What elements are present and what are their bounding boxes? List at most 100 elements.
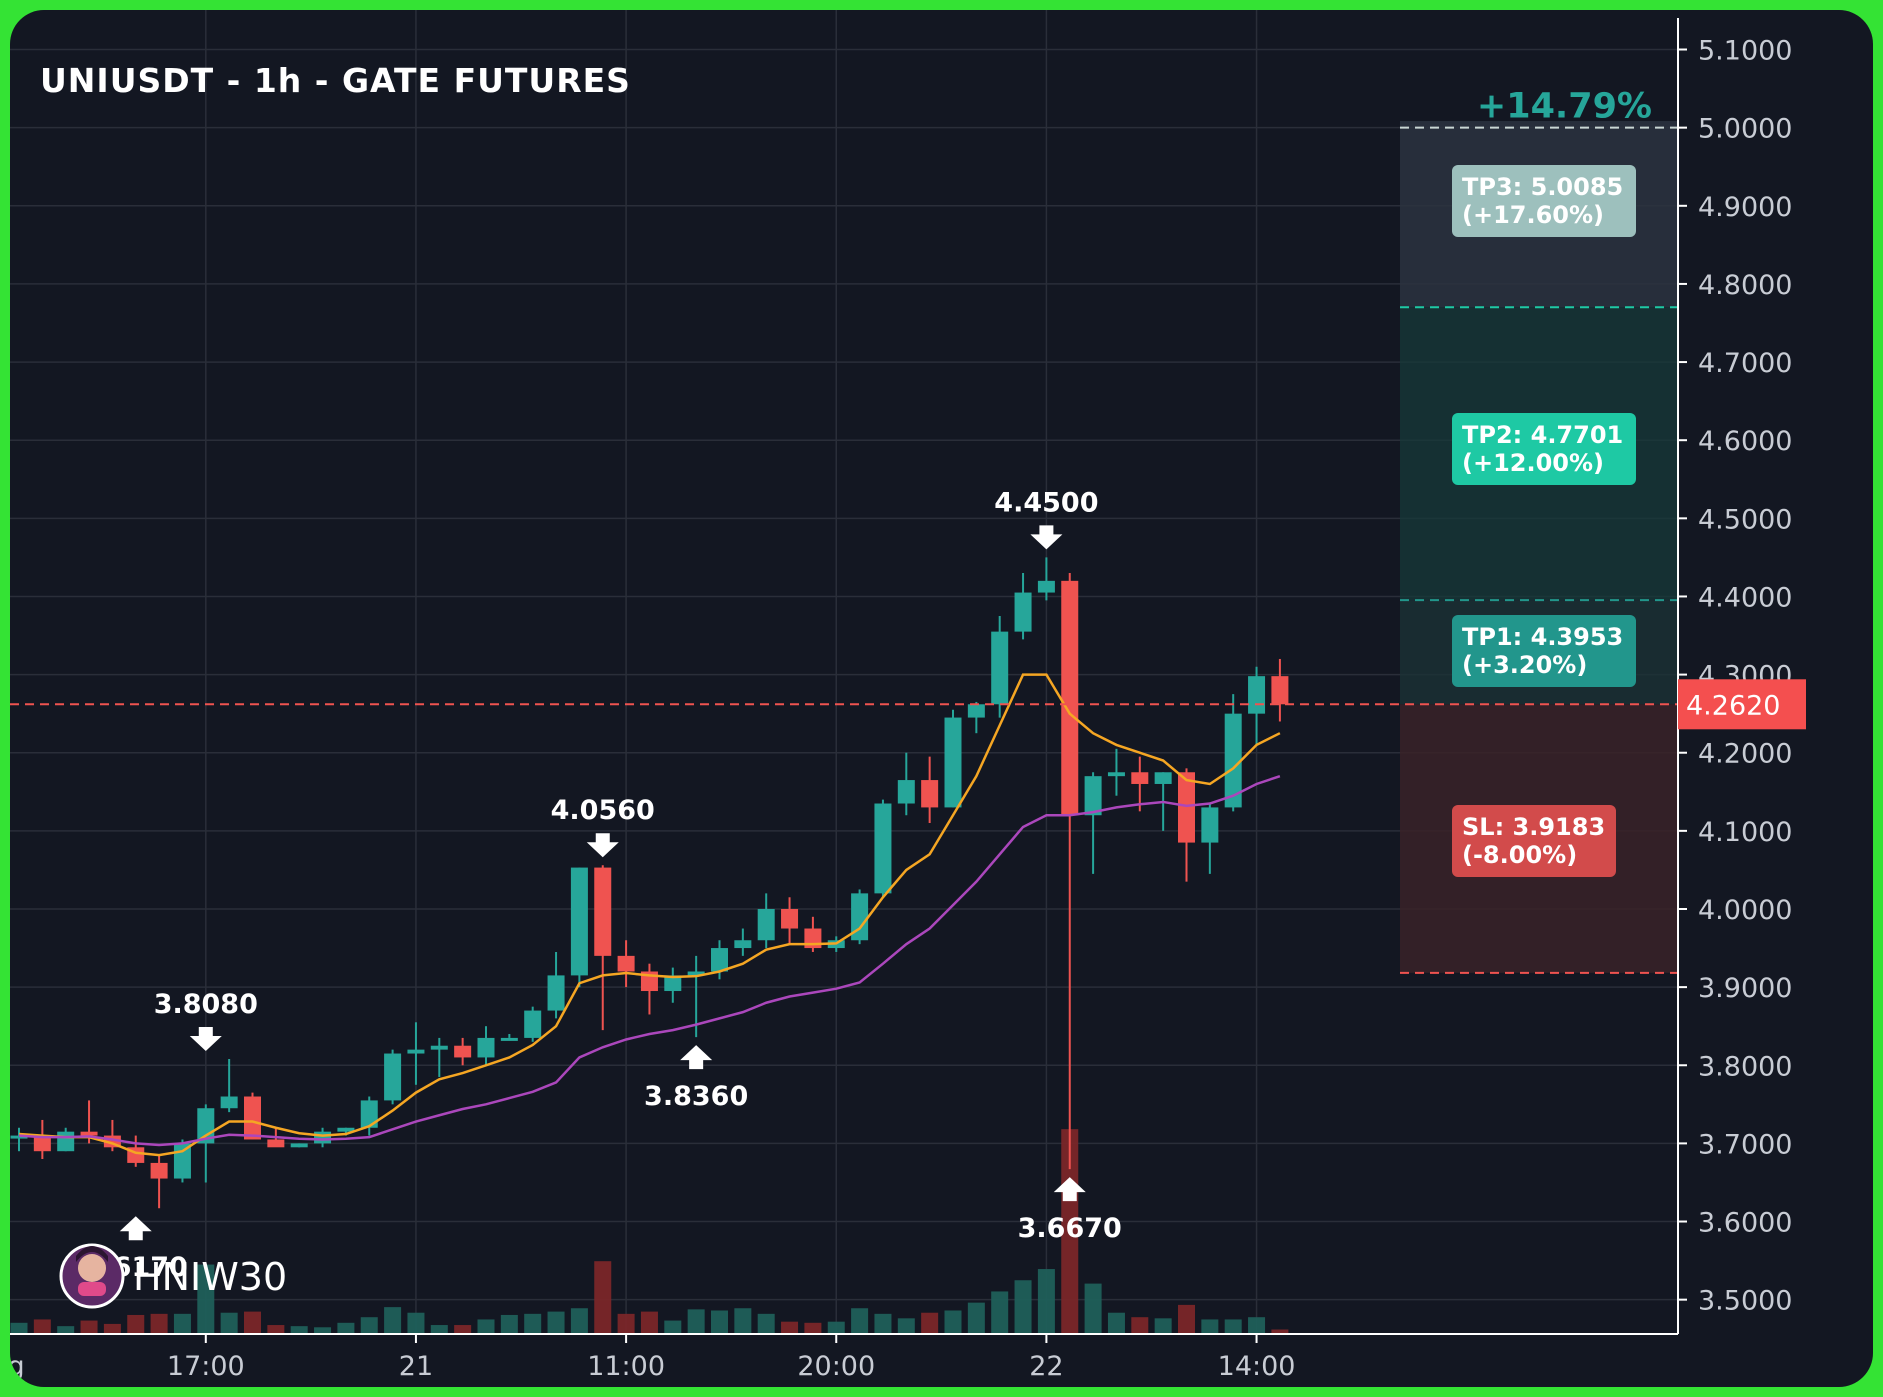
- candle-body: [524, 1010, 542, 1038]
- candle: [944, 709, 962, 808]
- chart-frame: 3.8080 4.0560 4.4500 3.6170 3.8360 3.6670 TP3…: [10, 10, 1873, 1387]
- y-tick-label: 3.7000: [1698, 1129, 1792, 1160]
- watermark-username: HNIW30: [133, 1255, 287, 1299]
- volume-bar: [500, 1314, 518, 1334]
- volume-bar: [967, 1302, 985, 1334]
- y-tick-label: 3.6000: [1698, 1208, 1792, 1239]
- candle: [477, 1026, 495, 1066]
- tp1-box-pct: (+3.20%): [1462, 651, 1587, 679]
- candle-body: [1248, 676, 1266, 714]
- candle-body: [314, 1131, 332, 1144]
- volume-bar: [1201, 1319, 1219, 1334]
- candle-body: [360, 1100, 378, 1128]
- arrow-down-icon: [586, 833, 619, 858]
- volume-bar: [360, 1317, 378, 1334]
- volume-bar: [1248, 1317, 1266, 1334]
- volume-bar: [454, 1325, 472, 1334]
- candle-body: [10, 1135, 28, 1139]
- candle-body: [991, 631, 1009, 705]
- price-annotation: 3.8360: [644, 1045, 748, 1112]
- volume-bar: [781, 1321, 799, 1334]
- volume-bar: [944, 1310, 962, 1334]
- candle-body: [570, 867, 588, 976]
- volume-bar: [851, 1308, 869, 1334]
- annotation-label: 4.0560: [551, 795, 655, 826]
- y-tick-label: 4.0000: [1698, 895, 1792, 926]
- price-annotation: 3.8080: [154, 989, 258, 1052]
- candle-body: [150, 1162, 168, 1179]
- tp2-box-pct: (+12.00%): [1462, 449, 1604, 477]
- volume-bar: [477, 1319, 495, 1334]
- y-tick-label: 4.5000: [1698, 504, 1792, 535]
- candle-body: [1201, 807, 1219, 843]
- candle: [711, 940, 728, 980]
- candle: [570, 867, 588, 988]
- volume-bar: [1131, 1317, 1149, 1334]
- tp2-box-bg: [1452, 413, 1636, 485]
- volume-bar: [1154, 1318, 1172, 1334]
- ma-slow-line: [18, 774, 1281, 1147]
- y-tick-label: 3.9000: [1698, 973, 1792, 1004]
- candle: [1248, 666, 1266, 745]
- volume-bar: [337, 1322, 355, 1334]
- candle: [757, 893, 775, 949]
- candle-body: [430, 1045, 448, 1050]
- tp2-box-label: TP2: 4.7701: [1462, 421, 1623, 449]
- tp1-box-bg: [1452, 615, 1636, 687]
- candle-body: [290, 1143, 308, 1148]
- candle-body: [664, 975, 682, 992]
- candle: [384, 1049, 402, 1105]
- volume-bar: [57, 1326, 75, 1334]
- candle-body: [197, 1108, 215, 1144]
- candle: [1061, 573, 1079, 1170]
- tp3-box-pct: (+17.60%): [1462, 201, 1604, 229]
- candle-body: [1154, 772, 1172, 784]
- annotation-label: 4.4500: [994, 487, 1098, 518]
- price-annotation: 3.6670: [1018, 1177, 1122, 1244]
- candle-body: [384, 1053, 402, 1101]
- candle: [594, 865, 612, 1031]
- price-annotation: 4.4500: [994, 487, 1099, 550]
- candle: [33, 1119, 51, 1160]
- arrow-up-icon: [1053, 1177, 1086, 1202]
- tp3-box-label: TP3: 5.0085: [1462, 173, 1623, 201]
- candle: [851, 889, 869, 945]
- volume-bar: [711, 1310, 728, 1334]
- candle: [10, 1127, 28, 1152]
- y-tick-label: 3.8000: [1698, 1051, 1792, 1082]
- candle-body: [220, 1096, 238, 1109]
- y-tick-label: 5.1000: [1698, 36, 1792, 67]
- x-tick-label: 21: [399, 1351, 433, 1382]
- volume-bar: [314, 1327, 332, 1334]
- candle: [921, 756, 939, 824]
- y-tick-label: 4.9000: [1698, 192, 1792, 223]
- volume-bar: [804, 1322, 822, 1334]
- candle-body: [967, 704, 985, 718]
- volume-bar: [10, 1322, 28, 1334]
- candle: [1014, 573, 1032, 640]
- y-tick-label: 4.2000: [1698, 739, 1792, 770]
- candle-body: [103, 1135, 121, 1148]
- candle-body: [337, 1127, 355, 1132]
- candle: [267, 1127, 285, 1148]
- volume-bar: [874, 1313, 892, 1334]
- candle: [220, 1059, 238, 1113]
- annotation-label: 3.8080: [154, 989, 258, 1020]
- candle-body: [57, 1131, 75, 1152]
- volume-bar: [524, 1313, 542, 1334]
- volume-bar: [267, 1325, 285, 1334]
- candle: [897, 752, 915, 816]
- candle-body: [33, 1135, 51, 1152]
- x-tick-label: g: [10, 1351, 25, 1382]
- sl-box-label: SL: 3.9183: [1462, 813, 1605, 841]
- candle: [547, 951, 565, 1019]
- tp2-box: TP2: 4.7701(+12.00%): [1452, 413, 1636, 485]
- level-boxes: TP3: 5.0085(+17.60%) TP2: 4.7701(+12.00%)…: [1452, 165, 1636, 877]
- tp3-box: TP3: 5.0085(+17.60%): [1452, 165, 1636, 237]
- candle-body: [711, 948, 728, 972]
- candle: [150, 1155, 168, 1209]
- chart-title: UNIUSDT - 1h - GATE FUTURES: [40, 61, 631, 100]
- volume-bar: [1014, 1280, 1032, 1334]
- candle: [314, 1127, 332, 1148]
